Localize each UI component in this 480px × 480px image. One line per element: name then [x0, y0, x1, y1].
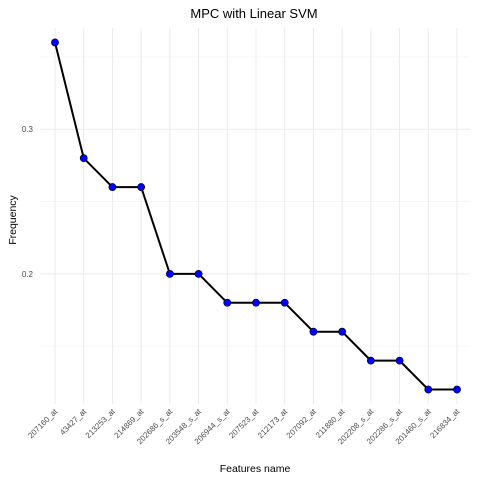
data-point — [338, 327, 347, 336]
data-point — [108, 183, 117, 191]
data-point — [252, 298, 260, 307]
data-point — [366, 356, 375, 365]
data-point — [165, 269, 174, 278]
y-tick-label: 0.3 — [22, 125, 34, 134]
y-tick-label: 0.2 — [22, 270, 34, 279]
series — [51, 38, 461, 394]
data-point — [453, 385, 461, 394]
data-point — [424, 385, 433, 394]
y-axis-title: Frequency — [7, 194, 19, 244]
data-point — [79, 154, 88, 163]
data-point — [309, 327, 318, 336]
data-point — [223, 298, 232, 307]
data-point — [280, 298, 289, 307]
data-point — [137, 183, 146, 191]
data-point — [194, 269, 203, 278]
y-axis-ticks: 0.2 0.3 — [22, 125, 34, 279]
x-axis-title: Features name — [220, 463, 291, 475]
data-point — [395, 356, 404, 365]
chart-title: MPC with Linear SVM — [190, 6, 317, 21]
data-point — [51, 38, 59, 47]
grid — [40, 28, 470, 404]
